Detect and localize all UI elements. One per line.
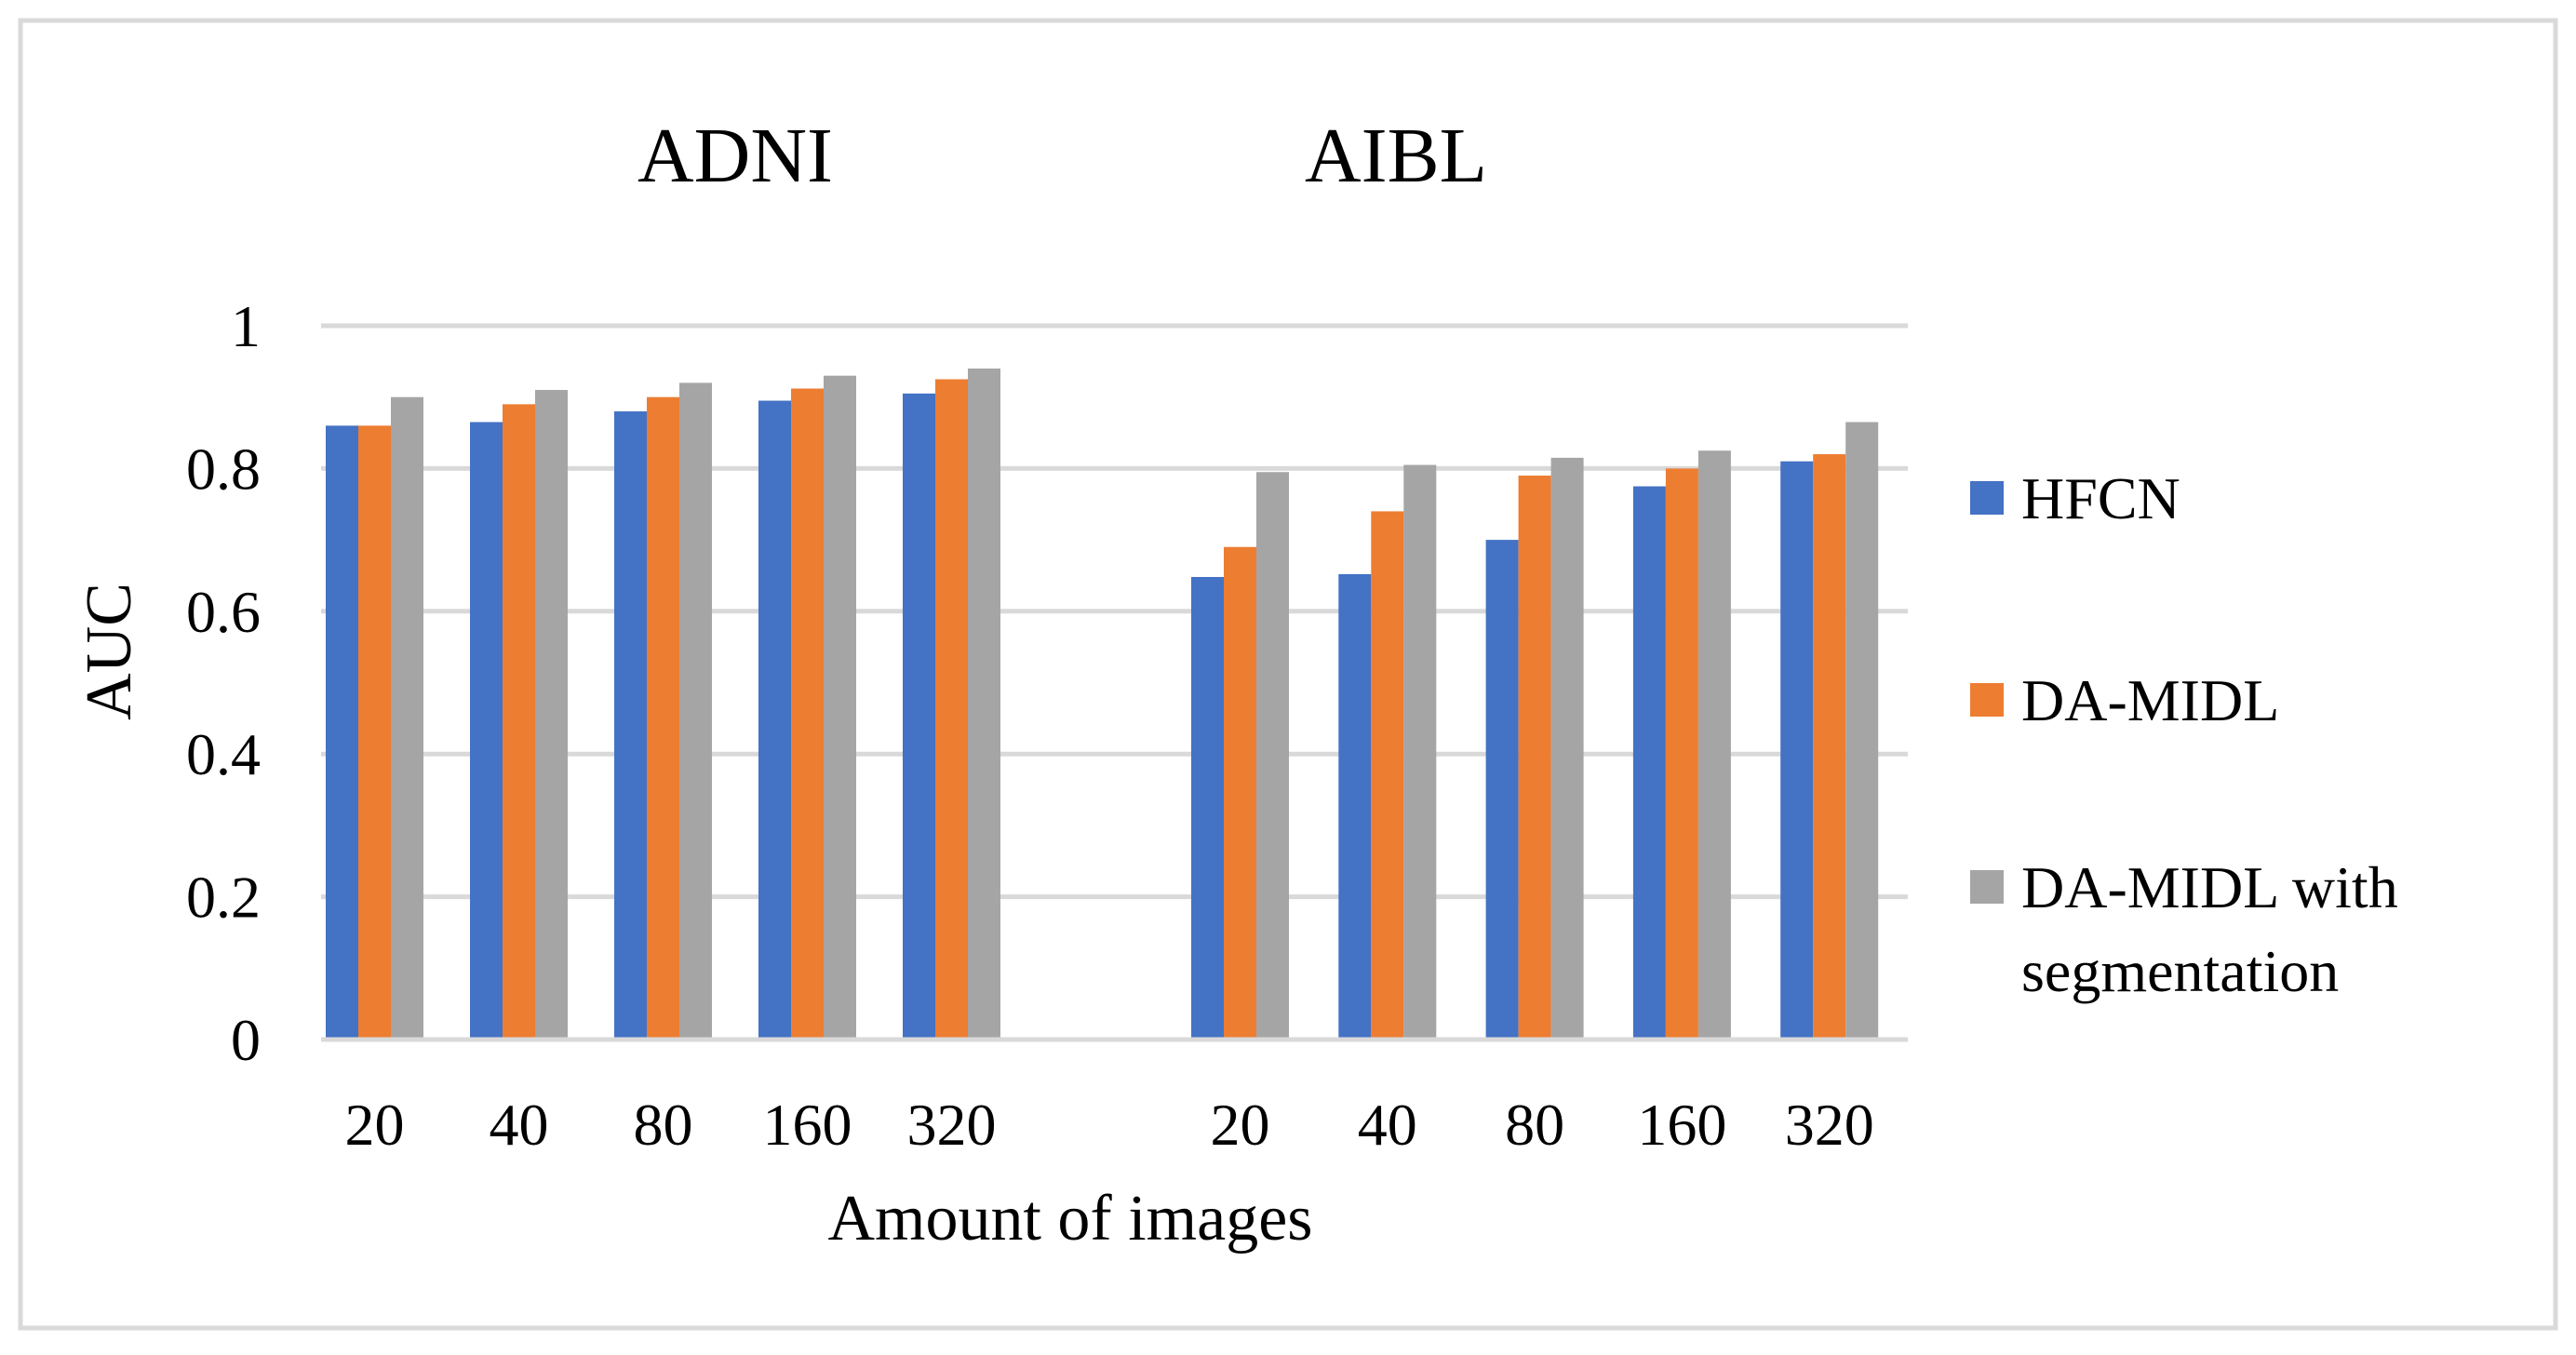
bar-da-midl-with-segmentation-aibl-80 [1550,457,1584,1040]
x-tick-label: 80 [634,1092,693,1158]
y-axis-title: AUC [74,583,145,720]
bar-hfcn-aibl-20 [1191,576,1224,1040]
bar-hfcn-adni-20 [326,425,358,1040]
bar-da-midl-aibl-160 [1665,468,1698,1040]
legend-label: HFCN [2021,465,2180,531]
y-tick-label: 0.8 [186,436,261,502]
bar-da-midl-aibl-320 [1813,454,1846,1040]
group-title: ADNI [637,113,833,199]
y-tick-label: 0.2 [186,865,261,931]
x-axis-title: Amount of images [827,1183,1312,1254]
bar-da-midl-with-segmentation-adni-320 [968,369,1000,1040]
x-tick-label: 80 [1505,1092,1564,1158]
bar-da-midl-with-segmentation-aibl-40 [1403,464,1437,1040]
bar-da-midl-with-segmentation-adni-20 [391,396,423,1040]
y-tick-label: 1 [231,293,261,359]
legend-swatch [1970,683,2004,717]
bar-hfcn-adni-160 [758,400,791,1040]
bar-da-midl-with-segmentation-adni-80 [679,382,712,1040]
bar-da-midl-with-segmentation-aibl-20 [1256,472,1289,1040]
bar-da-midl-adni-40 [503,404,535,1040]
bar-hfcn-adni-40 [470,422,503,1040]
bar-hfcn-adni-320 [903,393,935,1040]
bar-da-midl-with-segmentation-adni-40 [535,390,568,1040]
bar-da-midl-adni-160 [791,388,824,1040]
bar-hfcn-aibl-160 [1632,486,1666,1040]
y-tick-label: 0.4 [186,721,261,787]
legend-label: DA-MIDL with [2021,854,2398,920]
bar-da-midl-with-segmentation-adni-160 [824,375,856,1040]
x-tick-label: 20 [1211,1092,1270,1158]
legend-label: segmentation [2021,938,2339,1004]
legend-swatch [1970,481,2004,515]
bar-hfcn-aibl-80 [1485,540,1519,1040]
x-tick-label: 40 [490,1092,549,1158]
bars [326,369,1879,1040]
bar-da-midl-adni-80 [647,396,679,1040]
x-tick-label: 320 [1785,1092,1874,1158]
axes: 0 0.2 0.4 0.6 0.8 1 ADNI 20 40 80 160 320 AIBL 20 40 80… [186,113,1908,1158]
bar-da-midl-with-segmentation-aibl-160 [1697,450,1731,1040]
x-tick-label: 320 [907,1092,997,1158]
bar-hfcn-aibl-320 [1780,461,1814,1040]
group-title: AIBL [1305,113,1487,199]
x-tick-label: 160 [1637,1092,1726,1158]
legend-swatch [1970,870,2004,904]
x-tick-label: 160 [763,1092,852,1158]
bar-hfcn-adni-80 [614,411,647,1040]
bar-da-midl-with-segmentation-aibl-320 [1845,422,1879,1040]
bar-hfcn-aibl-40 [1338,573,1372,1040]
bar-da-midl-aibl-80 [1518,476,1551,1040]
y-tick-label: 0 [231,1007,261,1073]
x-tick-label: 20 [345,1092,405,1158]
bar-da-midl-aibl-40 [1371,511,1404,1040]
bar-da-midl-adni-320 [935,379,968,1040]
legend: HFCN DA-MIDL DA-MIDL with segmentation [1970,465,2398,1004]
legend-label: DA-MIDL [2021,667,2279,733]
y-tick-label: 0.6 [186,579,261,645]
bar-da-midl-aibl-20 [1224,546,1256,1040]
bar-da-midl-adni-20 [358,425,391,1040]
x-tick-label: 40 [1358,1092,1417,1158]
